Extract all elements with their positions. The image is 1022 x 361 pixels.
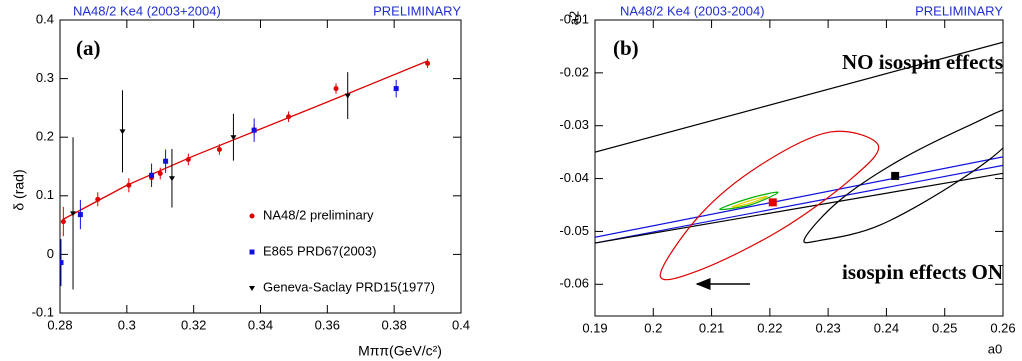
y-axis-label: a2 (566, 11, 581, 25)
y-tick-label: -0.01 (559, 11, 589, 26)
x-tick-label: 0.25 (932, 320, 957, 335)
band-line (595, 156, 1003, 238)
legend-marker (249, 286, 255, 291)
chart-subtitle: PRELIMINARY (373, 3, 461, 18)
annotation: NO isospin effects (842, 50, 1003, 74)
y-tick-label: 0.2 (36, 129, 54, 144)
x-tick-label: 0.3 (118, 317, 136, 332)
plot-frame (59, 19, 462, 314)
marker (95, 196, 101, 202)
x-tick-label: 0.4 (452, 317, 470, 332)
panel-label: (b) (613, 36, 639, 60)
x-tick-label: 0.24 (874, 320, 899, 335)
y-tick-label: 0.3 (36, 70, 54, 85)
marker (157, 171, 163, 177)
band-line (595, 164, 1003, 244)
marker (251, 127, 257, 133)
band-line (595, 172, 1003, 244)
y-tick-label: -0.05 (559, 223, 589, 238)
y-tick-label: -0.03 (559, 117, 589, 132)
legend-label: Geneva-Saclay PRD15(1977) (263, 279, 435, 294)
y-tick-label: 0.1 (36, 187, 54, 202)
x-axis-label: Mππ(GeV/c²) (358, 343, 442, 359)
marker (77, 212, 83, 218)
panel-label: (a) (76, 36, 101, 60)
plot-area (595, 41, 1003, 281)
annotation: isospin effects ON (842, 260, 1003, 284)
marker (286, 114, 292, 120)
marker (333, 86, 339, 92)
x-tick-label: 0.21 (699, 320, 724, 335)
y-tick-label: -0.1 (32, 304, 54, 319)
x-tick-label: 0.28 (47, 317, 72, 332)
fit-line (63, 60, 428, 220)
x-tick-label: 0.32 (181, 317, 206, 332)
y-axis-label: δ (rad) (11, 169, 27, 210)
marker (393, 86, 399, 92)
central-value (891, 171, 900, 180)
contour (731, 195, 768, 208)
y-tick-label: 0.4 (36, 11, 54, 26)
x-tick-label: 0.2 (644, 320, 662, 335)
marker (344, 93, 351, 99)
x-tick-label: 0.23 (815, 320, 840, 335)
x-axis-label: a0 (988, 341, 1002, 356)
legend-marker (249, 249, 255, 255)
legend-label: NA48/2 preliminary (263, 207, 374, 222)
legend-marker (249, 213, 255, 219)
marker (126, 182, 132, 188)
marker (70, 211, 77, 217)
contour (719, 191, 779, 211)
y-tick-label: -0.04 (559, 170, 589, 185)
y-tick-label: 0 (47, 246, 54, 261)
contour (803, 109, 1003, 244)
x-tick-label: 0.22 (757, 320, 782, 335)
marker (119, 129, 126, 135)
chart-title: NA48/2 Ke4 (2003+2004) (73, 3, 221, 18)
central-value (768, 198, 777, 207)
x-tick-label: 0.38 (382, 317, 407, 332)
marker (185, 156, 191, 162)
marker (425, 60, 431, 66)
x-tick-label: 0.34 (248, 317, 273, 332)
legend-label: E865 PRD67(2003) (263, 243, 376, 258)
plot-frame (594, 19, 1004, 317)
marker (60, 260, 64, 266)
marker (230, 135, 237, 141)
chart-title: NA48/2 Ke4 (2003-2004) (620, 3, 765, 18)
x-tick-label: 0.36 (315, 317, 340, 332)
marker (163, 158, 169, 164)
y-tick-label: -0.02 (559, 64, 589, 79)
marker (168, 176, 175, 182)
x-tick-label: 0.19 (582, 320, 607, 335)
marker (60, 219, 66, 225)
x-tick-label: 0.26 (990, 320, 1015, 335)
plot-area (60, 58, 431, 290)
marker (149, 172, 155, 178)
y-tick-label: -0.06 (559, 276, 589, 291)
marker (216, 147, 222, 153)
chart-subtitle: PRELIMINARY (915, 3, 1003, 18)
band-line (595, 41, 1003, 153)
contour (659, 130, 880, 281)
